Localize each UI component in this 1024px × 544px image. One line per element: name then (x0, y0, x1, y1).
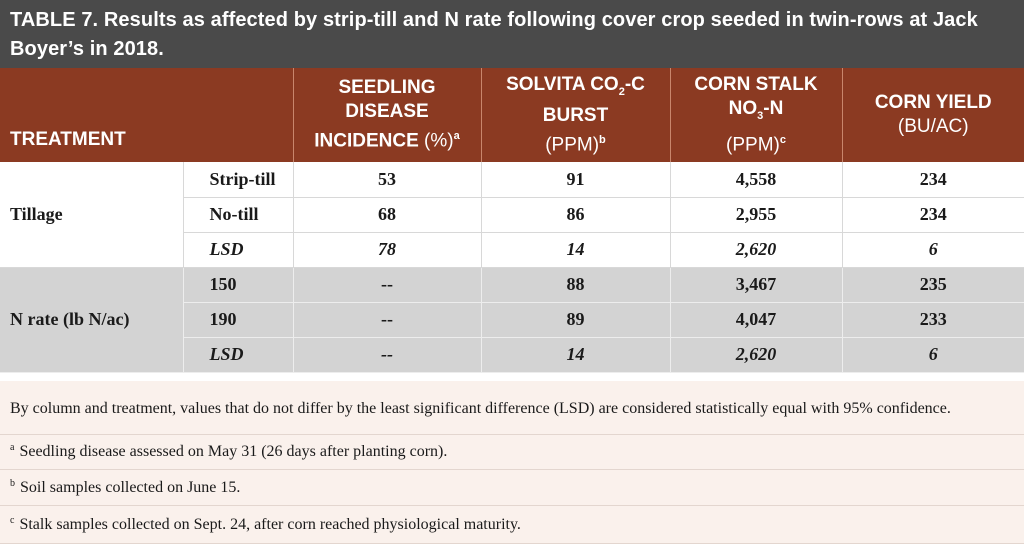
cell-yield: 6 (842, 337, 1024, 373)
header-stalk-sub: 3 (757, 109, 764, 122)
header-seedling-disease: SEEDLING DISEASE INCIDENCE (%)a (293, 68, 482, 162)
table-header: TREATMENT SEEDLING DISEASE INCIDENCE (%)… (0, 68, 1024, 162)
nrate-group: N rate (lb N/ac) 150 -- 88 3,467 235 190… (0, 267, 1024, 373)
footnote-b: b Soil samples collected on June 15. (0, 470, 1024, 506)
table-row: Tillage Strip-till 53 91 4,558 234 (0, 162, 1024, 268)
cell-seedling: -- (293, 267, 482, 303)
cell-solvita: 88 (481, 267, 671, 303)
table-row: N rate (lb N/ac) 150 -- 88 3,467 235 (0, 267, 1024, 373)
cell-yield: 234 (842, 162, 1024, 198)
cell-yield: 6 (842, 232, 1024, 268)
group-label-tillage: Tillage (0, 162, 184, 268)
table-caption: Results as affected by strip-till and N … (10, 9, 978, 60)
cell-stalk: 4,047 (670, 302, 843, 338)
cell-seedling: 68 (293, 197, 482, 233)
header-seedling-line2: DISEASE (345, 101, 429, 123)
cell-seedling: -- (293, 337, 482, 373)
table-title: TABLE 7. Results as affected by strip-ti… (0, 0, 1024, 68)
cell-seedling: -- (293, 302, 482, 338)
header-stalk-unit: (PPM) (726, 134, 780, 156)
cell-stalk: 2,955 (670, 197, 843, 233)
table-row: 190 -- 89 4,047 233 (0, 302, 1024, 338)
footnote-a-mark: a (10, 442, 15, 453)
cell-yield: 235 (842, 267, 1024, 303)
footnote-a-text: Seedling disease assessed on May 31 (26 … (19, 443, 448, 460)
header-solvita-unit: (PPM) (545, 134, 600, 156)
footnote-b-mark: b (10, 477, 15, 489)
footnote-a: a Seedling disease assessed on May 31 (2… (0, 435, 1024, 470)
table-number: TABLE 7. (10, 9, 99, 31)
header-solvita-line1a: SOLVITA CO (506, 73, 619, 95)
cell-yield: 234 (842, 197, 1024, 233)
header-solvita-line2: BURST (542, 104, 609, 126)
header-yield-unit: (BU/AC) (897, 116, 969, 137)
footnote-mark-a: a (453, 130, 460, 143)
header-corn-yield: CORN YIELD (BU/AC) (842, 68, 1024, 162)
row-label: 150 (183, 267, 294, 303)
row-label: LSD (183, 337, 294, 373)
cell-seedling: 78 (293, 232, 482, 268)
row-label: LSD (183, 232, 294, 268)
results-table: TREATMENT SEEDLING DISEASE INCIDENCE (%)… (0, 68, 1024, 373)
header-solvita: SOLVITA CO2-C BURST (PPM)b (481, 68, 671, 162)
footnote-c-text: Stalk samples collected on Sept. 24, aft… (19, 515, 521, 533)
note-lsd: By column and treatment, values that do … (0, 381, 1024, 435)
header-treatment: TREATMENT (0, 68, 294, 162)
row-label: 190 (183, 302, 294, 338)
header-seedling-line3: INCIDENCE (314, 130, 419, 152)
tillage-group: Tillage Strip-till 53 91 4,558 234 No-ti… (0, 162, 1024, 268)
cell-solvita: 86 (481, 197, 671, 233)
cell-solvita: 91 (481, 162, 671, 198)
header-solvita-sub: 2 (618, 85, 625, 98)
footnote-mark-b: b (599, 133, 606, 146)
table-row: No-till 68 86 2,955 234 (0, 197, 1024, 233)
header-seedling-line1: SEEDLING (338, 77, 436, 99)
cell-solvita: 14 (481, 337, 671, 373)
header-yield-line1: CORN YIELD (874, 92, 992, 113)
header-stalk-line2a: NO (728, 97, 758, 119)
table-notes: By column and treatment, values that do … (0, 381, 1024, 544)
group-label-nrate: N rate (lb N/ac) (0, 267, 184, 373)
cell-solvita: 89 (481, 302, 671, 338)
header-corn-stalk: CORN STALK NO3-N (PPM)c (670, 68, 843, 162)
table-row-lsd: LSD -- 14 2,620 6 (0, 337, 1024, 373)
header-treatment-label: TREATMENT (10, 129, 126, 150)
footnote-b-text: Soil samples collected on June 15. (20, 478, 241, 496)
footnote-c: c Stalk samples collected on Sept. 24, a… (0, 506, 1024, 544)
cell-yield: 233 (842, 302, 1024, 338)
cell-stalk: 4,558 (670, 162, 843, 198)
header-solvita-line1b: -C (624, 73, 645, 95)
row-label: Strip-till (183, 162, 294, 198)
footnote-mark-c: c (779, 133, 786, 146)
note-lsd-text: By column and treatment, values that do … (10, 399, 951, 417)
header-stalk-line2b: -N (763, 97, 784, 119)
header-stalk-line1: CORN STALK (694, 73, 818, 95)
cell-solvita: 14 (481, 232, 671, 268)
cell-stalk: 2,620 (670, 232, 843, 268)
header-seedling-unit: (%) (424, 130, 454, 152)
cell-stalk: 3,467 (670, 267, 843, 303)
footnote-c-mark: c (10, 514, 15, 526)
cell-seedling: 53 (293, 162, 482, 198)
table-row-lsd: LSD 78 14 2,620 6 (0, 232, 1024, 268)
row-label: No-till (183, 197, 294, 233)
cell-stalk: 2,620 (670, 337, 843, 373)
